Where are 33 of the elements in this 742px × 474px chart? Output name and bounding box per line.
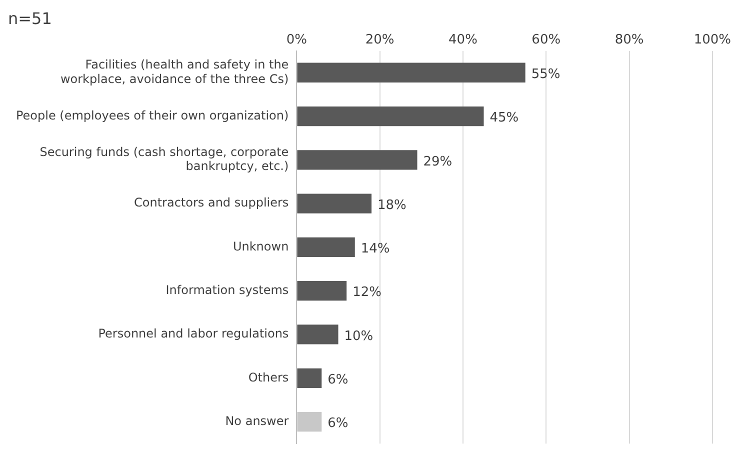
x-tick-label: 100%: [694, 32, 732, 48]
bar: [297, 106, 484, 126]
bar: [297, 237, 355, 258]
y-tick-label: Personnel and labor regulations: [98, 326, 289, 341]
bar: [297, 324, 338, 344]
y-tick-label: No answer: [225, 414, 289, 428]
y-tick-label: Securing funds (cash shortage, corporate bankruptcy, etc.): [40, 144, 289, 174]
data-label: 6%: [328, 372, 348, 388]
bar: [297, 281, 347, 301]
x-tick-label: 40%: [448, 32, 478, 48]
bar: [297, 194, 372, 214]
y-tick-label: Information systems: [166, 282, 289, 297]
data-label: 12%: [352, 285, 382, 300]
data-label: 18%: [378, 198, 406, 213]
data-label: 29%: [423, 154, 452, 170]
text: n=51: [8, 8, 52, 28]
y-tick-label: Others: [248, 370, 289, 384]
x-tick-label: 20%: [365, 32, 394, 48]
data-label: 55%: [531, 66, 560, 82]
bar: [297, 368, 322, 388]
y-tick-label: Contractors and suppliers: [134, 196, 289, 210]
x-tick-label: 60%: [532, 32, 561, 48]
x-tick-label: 80%: [614, 32, 644, 48]
data-label: 45%: [490, 110, 519, 126]
bar: [297, 150, 418, 170]
data-label: 10%: [344, 328, 374, 344]
y-tick-label: People (employees of their own organization): [16, 108, 289, 122]
y-tick-label: Unknown: [232, 239, 289, 254]
data-label: 6%: [328, 416, 348, 432]
y-tick-label: Facilities (health and safety in the workplace, avoidance of the three Cs): [60, 58, 289, 86]
x-tick-label: 0%: [286, 32, 307, 48]
data-label: 14%: [360, 242, 390, 257]
bar: [297, 62, 526, 82]
